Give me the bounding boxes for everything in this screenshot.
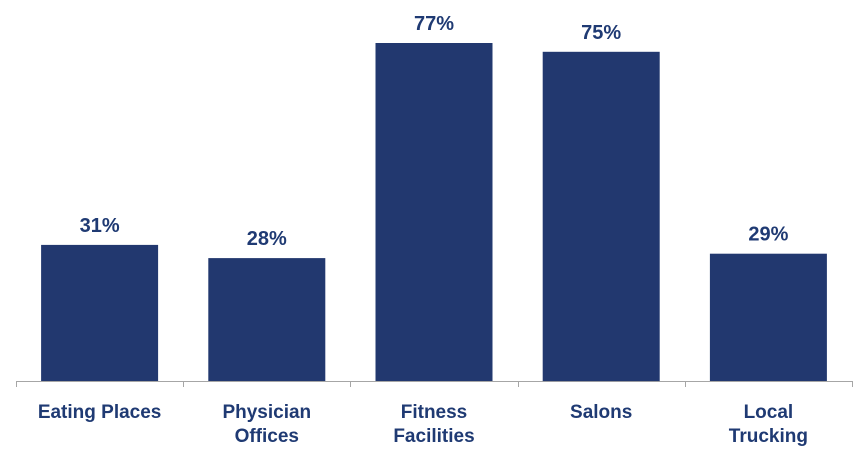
- category-label: Fitness Facilities: [393, 402, 474, 447]
- category-label-line: Salons: [570, 402, 632, 423]
- category-label-line: Local: [744, 402, 794, 423]
- bar-value-label: 77%: [414, 13, 454, 35]
- category-labels: Eating Places Physician Offices Fitness Faci…: [38, 402, 808, 447]
- data-labels: 31% 28% 77% 75% 29%: [80, 13, 789, 250]
- bar: [709, 253, 827, 381]
- category-label-line: Fitness: [401, 402, 468, 423]
- category-label: Eating Places: [38, 402, 162, 423]
- bar-value-label: 31%: [80, 215, 120, 237]
- category-label-line: Physician: [222, 402, 311, 423]
- category-label: Salons: [570, 402, 632, 423]
- category-label: Physician Offices: [222, 402, 311, 447]
- bar-value-label: 28%: [247, 228, 287, 250]
- bar-value-label: 29%: [748, 224, 788, 246]
- bar: [208, 258, 326, 381]
- bar: [542, 51, 660, 382]
- bar-series: [41, 43, 827, 382]
- bar: [41, 244, 159, 381]
- x-axis-ticks: [16, 381, 853, 387]
- bar: [375, 43, 493, 381]
- category-label-line: Trucking: [729, 426, 808, 447]
- category-label-line: Eating Places: [38, 402, 162, 423]
- category-label-line: Offices: [235, 426, 299, 447]
- category-label-line: Facilities: [393, 426, 474, 447]
- category-label: Local Trucking: [729, 402, 808, 447]
- bar-value-label: 75%: [581, 22, 621, 44]
